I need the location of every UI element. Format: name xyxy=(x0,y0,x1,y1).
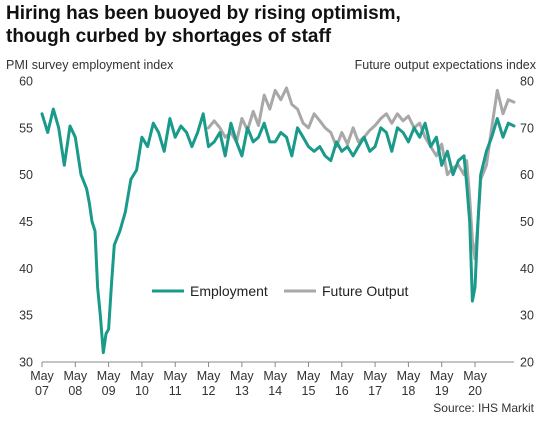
right-tick-label: 80 xyxy=(520,75,534,89)
x-tick-label-year: 14 xyxy=(268,384,282,398)
right-tick-label: 70 xyxy=(520,121,534,135)
left-tick-label: 40 xyxy=(19,262,33,276)
left-tick-label: 55 xyxy=(19,121,33,135)
x-tick-label-month: May xyxy=(63,369,87,383)
title-line-2: though curbed by shortages of staff xyxy=(6,26,332,47)
left-axis-title: PMI survey employment index xyxy=(6,58,174,72)
x-tick-label-month: May xyxy=(163,369,187,383)
x-tick-label-month: May xyxy=(230,369,254,383)
x-tick-label-month: May xyxy=(130,369,154,383)
left-tick-label: 35 xyxy=(19,309,33,323)
x-tick-label-month: May xyxy=(330,369,354,383)
x-tick-label-year: 12 xyxy=(202,384,216,398)
left-tick-label: 30 xyxy=(19,356,33,370)
x-tick-label-year: 15 xyxy=(302,384,316,398)
chart-axes: 3035404550556020304050607080May07May08Ma… xyxy=(19,75,534,399)
source-note: Source: IHS Markit xyxy=(433,401,534,415)
series-line-future-output xyxy=(207,86,516,261)
x-tick-label-month: May xyxy=(463,369,487,383)
right-tick-label: 40 xyxy=(520,262,534,276)
left-tick-label: 45 xyxy=(19,215,33,229)
x-tick-label-month: May xyxy=(297,369,321,383)
x-tick-label-year: 11 xyxy=(169,384,182,398)
x-tick-label-year: 20 xyxy=(468,384,482,398)
right-tick-label: 60 xyxy=(520,168,534,182)
left-tick-label: 50 xyxy=(19,168,33,182)
right-tick-label: 20 xyxy=(520,356,534,370)
x-tick-label-month: May xyxy=(363,369,387,383)
x-tick-label-year: 19 xyxy=(435,384,449,398)
x-tick-label-year: 09 xyxy=(102,384,116,398)
x-tick-label-month: May xyxy=(263,369,287,383)
x-tick-label-year: 10 xyxy=(135,384,149,398)
right-axis-title: Future output expectations index xyxy=(354,58,536,72)
chart-series-lines xyxy=(40,86,516,355)
x-tick-label-year: 18 xyxy=(401,384,415,398)
right-tick-label: 30 xyxy=(520,309,534,323)
x-tick-label-year: 07 xyxy=(35,384,49,398)
chart-legend: Employment Future Output xyxy=(152,283,408,299)
x-tick-label-month: May xyxy=(397,369,421,383)
x-tick-label-year: 16 xyxy=(335,384,349,398)
x-tick-label-year: 08 xyxy=(68,384,82,398)
legend-label-future-output: Future Output xyxy=(322,283,408,299)
legend-label-employment: Employment xyxy=(190,283,268,299)
chart-title: Hiring has been buoyed by rising optimis… xyxy=(6,2,542,48)
left-tick-label: 60 xyxy=(19,75,33,89)
series-line-employment xyxy=(40,107,516,355)
title-line-1: Hiring has been buoyed by rising optimis… xyxy=(6,3,401,24)
x-tick-label-month: May xyxy=(30,369,54,383)
right-tick-label: 50 xyxy=(520,215,534,229)
x-tick-label-month: May xyxy=(430,369,454,383)
x-tick-label-month: May xyxy=(197,369,221,383)
x-tick-label-month: May xyxy=(97,369,121,383)
x-tick-label-year: 17 xyxy=(368,384,382,398)
x-tick-label-year: 13 xyxy=(235,384,249,398)
